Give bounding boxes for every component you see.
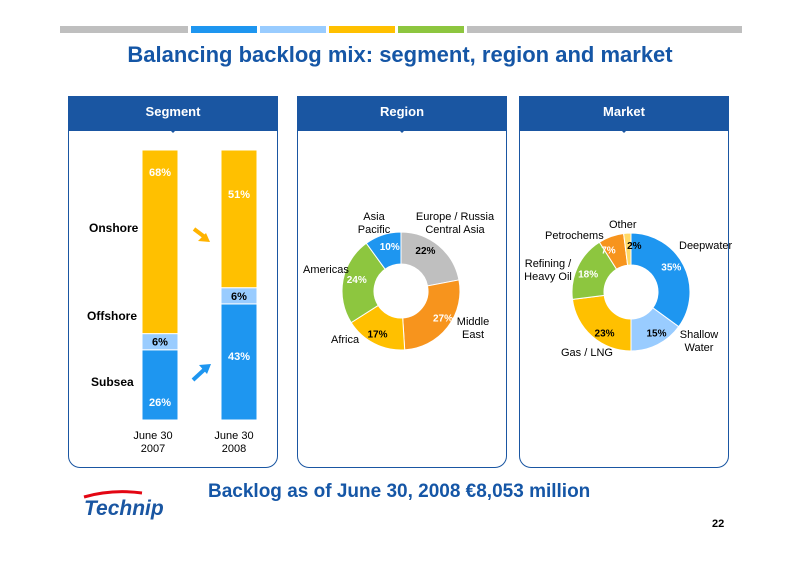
header-pointer-icon [166,126,180,133]
bar-value-label: 51% [228,189,250,201]
page-title: Balancing backlog mix: segment, region a… [127,42,673,67]
bar-value-label: 6% [231,291,247,303]
region-label-middle-east-text: Middle East [456,316,490,341]
market-label-shallow-water-text: Shallow Water [679,329,719,354]
market-panel-header: Market [520,97,728,133]
market-label-other: Other [609,219,637,231]
region-label-europe-text: Europe / Russia Central Asia [415,211,495,236]
row-label-offshore: Offshore [87,309,138,323]
market-label-petrochems: Petrochems [545,230,604,242]
bar-segment [141,149,179,335]
technip-logo-graphic: Technip [83,490,164,520]
market-panel: Market [519,96,729,468]
top-bar-green [398,26,464,33]
top-bar-gray-left [60,26,188,33]
donut-slice [402,279,461,351]
arrow-head [198,233,210,242]
market-label-deepwater: Deepwater [679,240,733,252]
region-label-asia-pacific-text: Asia Pacific [357,211,391,236]
donut-slice [365,231,402,270]
header-pointer-icon [395,126,409,133]
arrow-head [199,364,211,374]
technip-logo: Technip [82,489,172,532]
region-label-africa: Africa [331,334,360,346]
region-label-middle-east: Middle East [450,316,496,342]
category-label-2007: June 30 2007 [128,430,178,456]
donut-value-label: 24% [347,275,367,286]
bar-value-label: 43% [228,351,250,363]
donut-slice [571,294,632,352]
donut-value-label: 35% [661,262,681,273]
market-label-refining-text: Refining / Heavy Oil [524,258,572,283]
donut-value-label: 17% [367,329,387,340]
category-label-2008-line1: June 30 [214,430,254,442]
bar-segment [220,149,258,289]
bar-value-label: 68% [149,167,171,179]
donut-slice [623,232,632,266]
donut-value-label: 22% [415,246,435,257]
top-bar-yellow [329,26,395,33]
bar-value-label: 26% [149,397,171,409]
top-bar-gray-right [467,26,742,33]
header-pointer-icon [617,126,631,133]
segment-panel-header: Segment [69,97,277,133]
donut-value-label: 15% [647,328,667,339]
region-header-label: Region [379,104,425,119]
subsea-trend-arrow [191,364,211,382]
bar-value-label: 6% [152,337,168,349]
donut-slice [630,232,691,328]
donut-value-label: 7% [601,246,616,257]
top-bar-blue [191,26,257,33]
region-panel-header: Region [298,97,506,133]
donut-value-label: 27% [433,313,453,324]
donut-value-label: 18% [578,270,598,281]
market-label-gas-lng: Gas / LNG [561,347,613,359]
category-label-2008-line2: 2008 [221,443,247,455]
market-label-shallow-water: Shallow Water [678,329,720,355]
market-header-label: Market [603,104,645,119]
category-label-2007-line2: 2007 [140,443,166,455]
page-number: 22 [712,518,725,530]
segment-header-label: Segment [145,104,201,119]
donut-value-label: 10% [380,242,400,253]
region-panel: Region [297,96,507,468]
technip-logo-text: Technip [84,497,164,520]
donut-value-label: 2% [627,241,642,252]
onshore-trend-arrow [192,227,210,242]
backlog-footer: Backlog as of June 30, 2008 €8,053 milli… [208,481,591,502]
top-bar-lightblue [260,26,326,33]
region-label-europe: Europe / Russia Central Asia [413,211,497,237]
row-label-onshore: Onshore [89,221,139,235]
donut-value-label: 23% [595,328,615,339]
region-label-asia-pacific: Asia Pacific [349,211,399,237]
market-label-refining: Refining / Heavy Oil [523,258,573,284]
region-label-americas: Americas [303,264,349,276]
category-label-2007-line1: June 30 [133,430,173,442]
category-label-2008: June 30 2008 [209,430,259,456]
row-label-subsea: Subsea [91,375,134,389]
bar-segment [220,303,258,421]
